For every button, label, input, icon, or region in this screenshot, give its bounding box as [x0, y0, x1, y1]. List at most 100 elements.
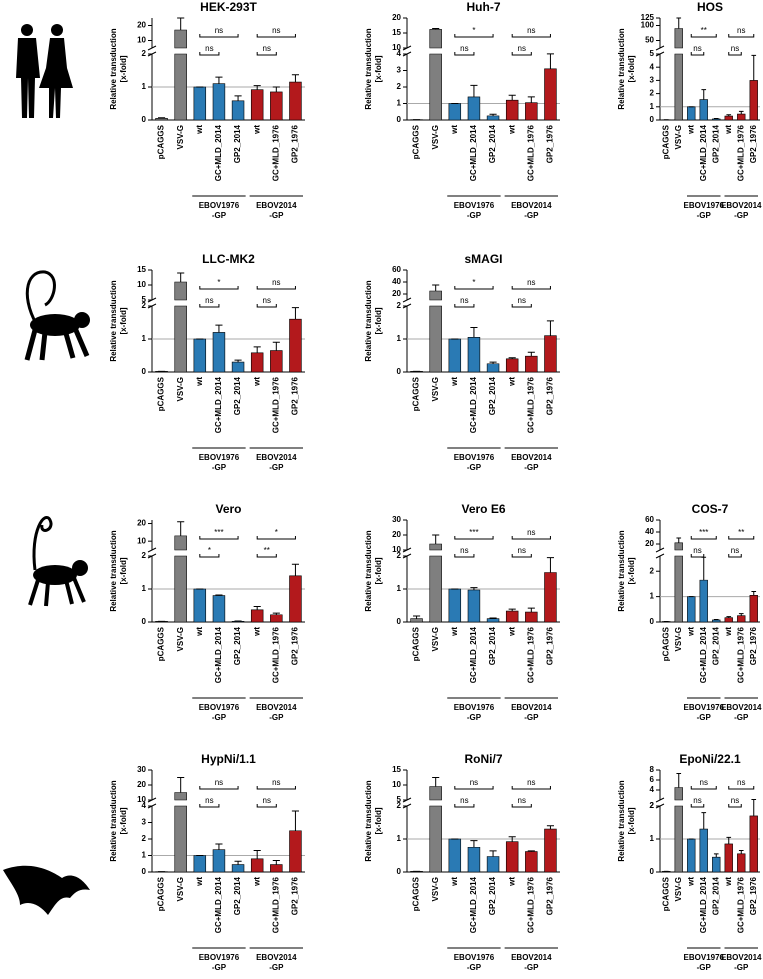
- x-tick-label: GP2_1976: [749, 626, 758, 665]
- bar: [674, 787, 683, 873]
- bar: [505, 610, 519, 623]
- x-tick-label: GP2_2014: [488, 876, 497, 915]
- group-label: EBOV1976: [684, 201, 725, 210]
- y-tick-label: 1: [142, 82, 147, 91]
- x-tick-label: pCAGGS: [157, 124, 166, 159]
- bar: [193, 855, 207, 873]
- x-tick-label: GP2_1976: [291, 376, 300, 415]
- error-bar: [713, 618, 719, 620]
- group-label: -GP: [467, 963, 482, 972]
- y-tick-label: 5: [397, 795, 402, 804]
- error-bar: [527, 850, 535, 852]
- group-label: EBOV1976: [199, 201, 240, 210]
- group-label: EBOV1976: [684, 953, 725, 962]
- x-tick-label: GC+MLD_1976: [271, 876, 280, 933]
- y-axis-label: Relative transduction: [364, 28, 373, 109]
- error-bar: [177, 17, 185, 30]
- bar: [289, 575, 302, 623]
- error-bar: [432, 534, 440, 544]
- x-tick-label: GC+MLD_2014: [699, 876, 708, 933]
- group-label: -GP: [524, 713, 539, 722]
- bar: [505, 841, 519, 873]
- error-bar: [272, 86, 280, 92]
- significance-bracket: [454, 34, 494, 38]
- error-bar: [726, 616, 732, 618]
- significance-bracket: [728, 786, 755, 790]
- significance-bracket: [256, 286, 296, 290]
- error-bar: [253, 850, 261, 859]
- significance-label: *: [472, 26, 475, 35]
- x-tick-label: pCAGGS: [412, 876, 421, 911]
- y-tick-label: 10: [137, 795, 146, 804]
- bar: [289, 830, 302, 873]
- significance-bracket: [728, 804, 742, 808]
- bar: [270, 350, 283, 373]
- group-label: -GP: [212, 211, 227, 220]
- error-bar: [177, 521, 185, 536]
- y-tick-label: 1: [650, 102, 655, 111]
- y-axis-label: Relative transduction: [617, 530, 626, 611]
- bar: [429, 786, 442, 873]
- bar: [270, 864, 283, 873]
- x-tick-label: VSV-G: [674, 877, 683, 901]
- bar: [486, 363, 500, 373]
- x-tick-label: pCAGGS: [661, 876, 670, 911]
- bar: [174, 535, 187, 623]
- significance-bracket: [256, 804, 277, 808]
- significance-label: ns: [460, 546, 468, 555]
- significance-label: ns: [518, 546, 526, 555]
- panel: Vero Relative transduction [x-fold] 10 20 0 1 2…: [109, 502, 305, 722]
- bar: [270, 614, 283, 623]
- error-bar: [751, 799, 757, 816]
- y-tick-label: 6: [650, 775, 655, 784]
- significance-bracket: [199, 536, 239, 540]
- significance-bracket: [728, 536, 755, 540]
- y-tick-label: 1: [142, 851, 147, 860]
- y-axis-label: Relative transduction: [109, 280, 118, 361]
- error-bar: [527, 96, 535, 103]
- y-axis-label: [x-fold]: [627, 807, 636, 834]
- error-bar: [272, 341, 280, 351]
- bar: [193, 588, 207, 623]
- y-tick-label: 0: [142, 367, 147, 376]
- significance-bracket: [256, 304, 277, 308]
- bar: [429, 290, 442, 373]
- significance-bracket: [690, 786, 717, 790]
- bar: [699, 579, 708, 623]
- x-tick-label: GC+MLD_1976: [526, 124, 535, 181]
- y-axis-label: [x-fold]: [119, 807, 128, 834]
- significance-label: ns: [731, 546, 739, 555]
- significance-bracket: [199, 786, 239, 790]
- y-tick-label: 20: [392, 289, 401, 298]
- y-axis-label: Relative transduction: [109, 780, 118, 861]
- significance-label: ***: [699, 528, 708, 537]
- group-label: -GP: [467, 463, 482, 472]
- y-tick-label: 20: [645, 539, 654, 548]
- y-tick-label: 2: [142, 551, 147, 560]
- y-tick-label: 0: [142, 867, 147, 876]
- group-label: EBOV2014: [256, 453, 297, 462]
- x-tick-label: GC+MLD_1976: [271, 626, 280, 683]
- x-tick-label: GP2_1976: [291, 626, 300, 665]
- x-tick-label: GC+MLD_1976: [736, 876, 745, 933]
- bar: [270, 91, 283, 121]
- bar: [674, 542, 683, 623]
- y-tick-label: 5: [142, 295, 147, 304]
- bar: [231, 361, 245, 373]
- bar: [525, 851, 538, 873]
- y-axis-label: Relative transduction: [109, 530, 118, 611]
- x-tick-label: VSV-G: [176, 377, 185, 401]
- significance-bracket: [256, 536, 296, 540]
- x-tick-label: GP2_2014: [233, 376, 242, 415]
- significance-bracket: [690, 536, 717, 540]
- bar: [174, 792, 187, 873]
- x-tick-label: GP2_1976: [546, 626, 555, 665]
- bar: [544, 828, 557, 873]
- error-bar: [546, 557, 554, 573]
- significance-bracket: [454, 536, 494, 540]
- y-tick-label: 2: [650, 801, 655, 810]
- x-tick-label: GC+MLD_2014: [469, 124, 478, 181]
- significance-label: ns: [460, 296, 468, 305]
- panel-title: COS-7: [692, 502, 729, 516]
- x-tick-label: GC+MLD_2014: [469, 626, 478, 683]
